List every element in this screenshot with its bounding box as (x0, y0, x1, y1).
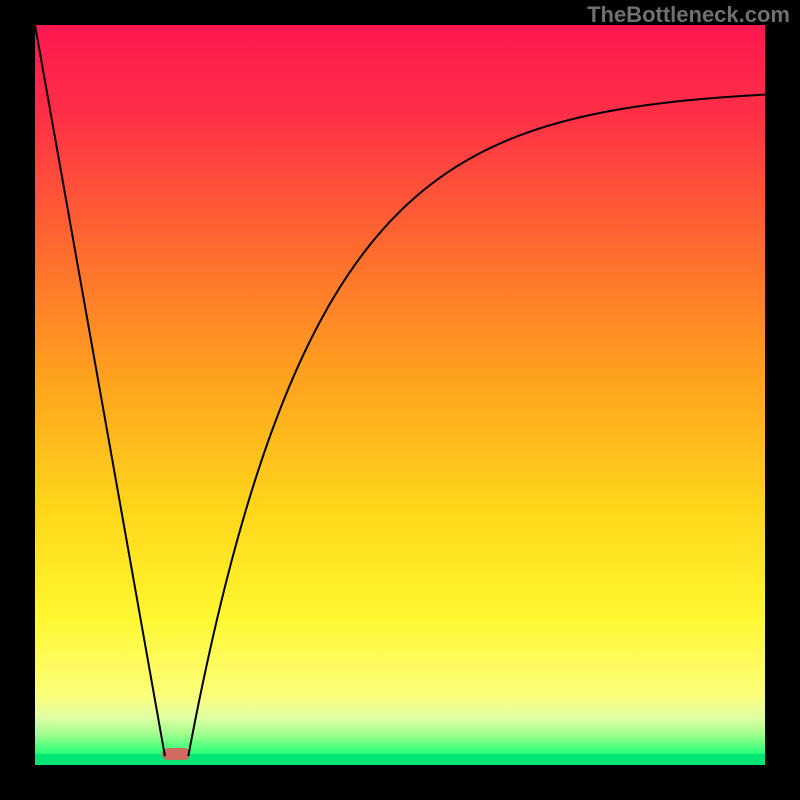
watermark-text: TheBottleneck.com (587, 2, 790, 28)
chart-root: { "canvas": { "width": 800, "height": 80… (0, 0, 800, 800)
left-curve (35, 25, 165, 756)
bottleneck-curves (35, 25, 765, 765)
plot-area (35, 25, 765, 765)
right-curve (188, 95, 765, 757)
